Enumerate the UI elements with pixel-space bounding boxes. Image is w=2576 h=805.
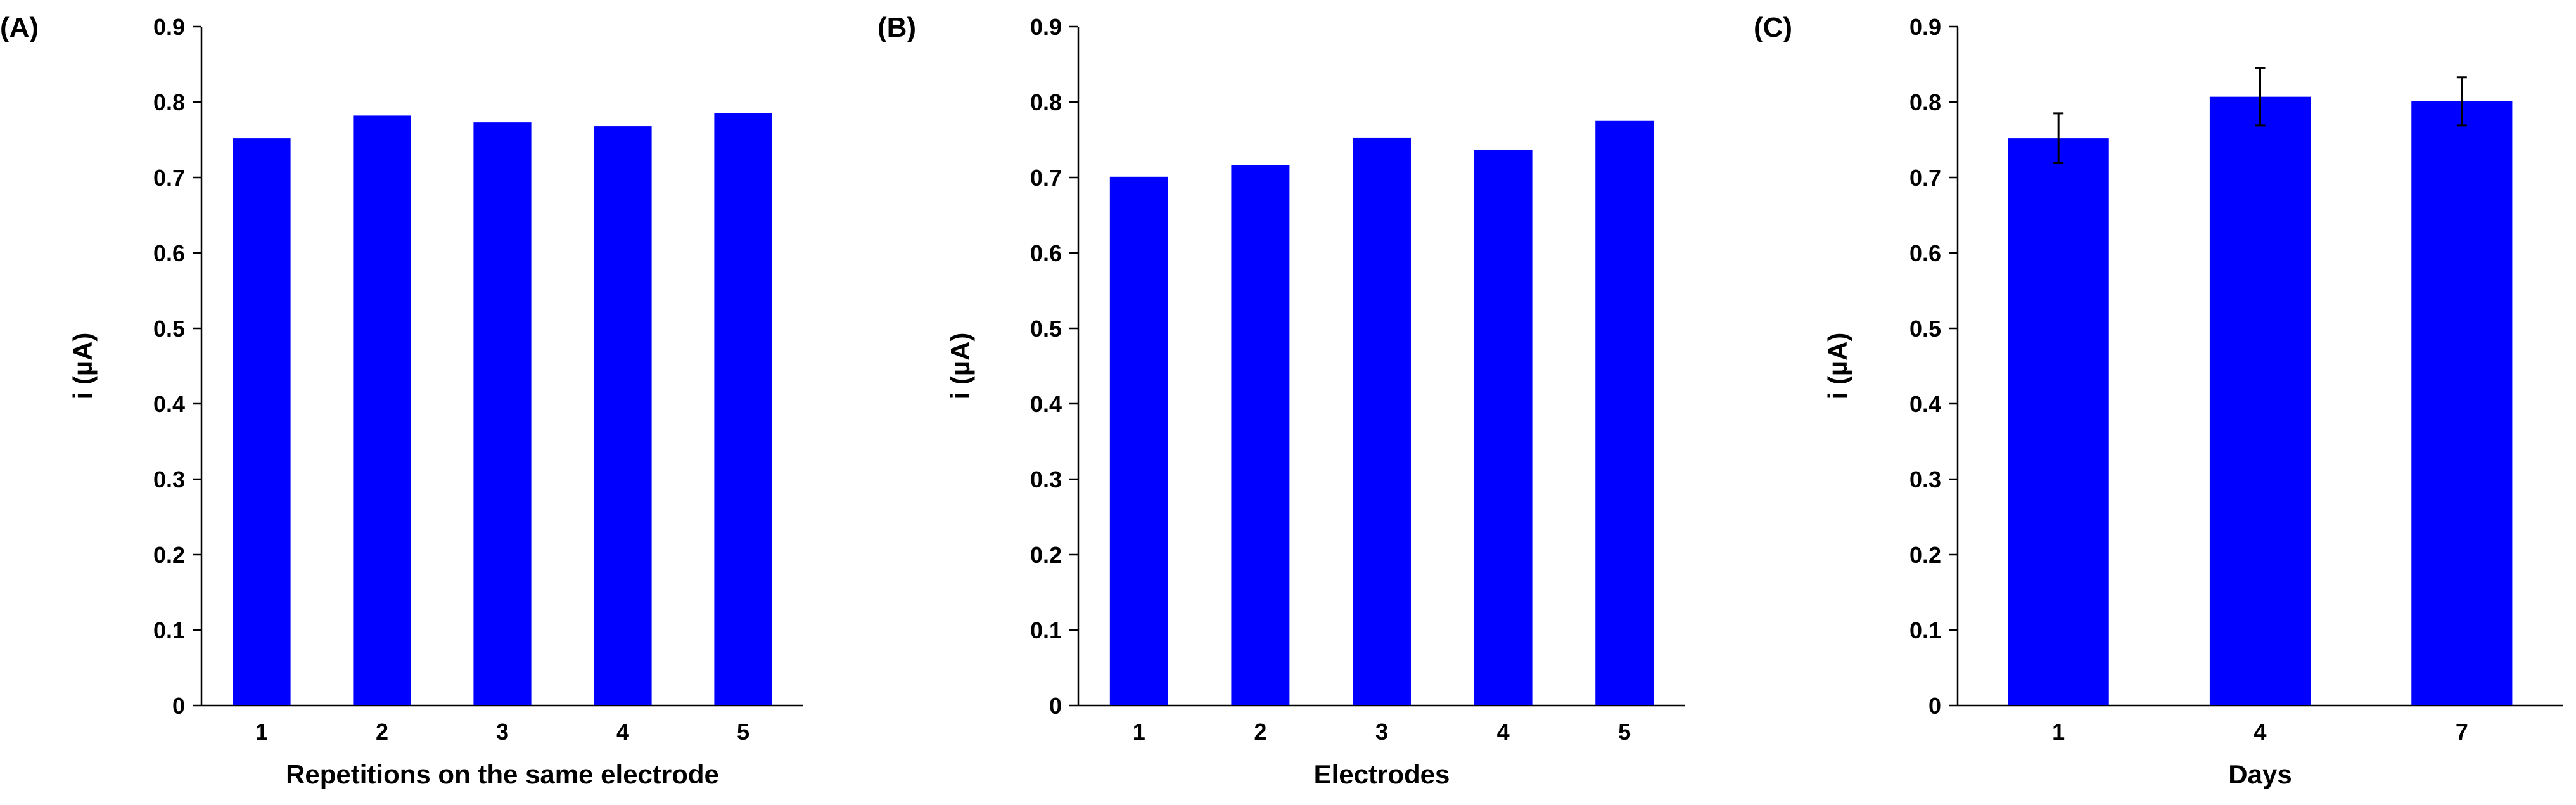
x-tick-label: 3	[496, 719, 509, 745]
y-tick-label: 0.9	[153, 14, 185, 40]
x-tick-label: 1	[1133, 719, 1145, 745]
x-tick-label: 5	[737, 719, 749, 745]
y-tick-label: 0.9	[1030, 14, 1062, 40]
y-tick-label: 0.3	[1030, 467, 1062, 493]
x-tick-label: 2	[1254, 719, 1266, 745]
bar	[233, 138, 291, 705]
y-tick-label: 0.7	[1030, 165, 1062, 191]
y-tick-label: 0.8	[1910, 89, 1941, 115]
y-tick-label: 0.8	[1030, 89, 1062, 115]
panel-a: (A) 0 0.1 0.2 0.3 0.4 0.5 0.6 0.7 0.8 0.9 i (µA) 1 2 3…	[0, 12, 803, 789]
x-tick-label: 5	[1618, 719, 1631, 745]
y-tick-label: 0.2	[153, 542, 185, 568]
panel-c: (C) 0 0.1 0.2 0.3 0.4 0.5 0.6 0.7 0.8 0.9 i (µA) 1 4 7…	[1754, 12, 2563, 789]
x-tick-label: 2	[376, 719, 388, 745]
x-axis-title: Repetitions on the same electrode	[286, 759, 719, 789]
y-tick-label: 0.5	[1910, 316, 1941, 342]
y-tick-label: 0.6	[1030, 240, 1062, 266]
x-axis-title: Days	[2228, 759, 2292, 789]
panel-b: (B) 0 0.1 0.2 0.3 0.4 0.5 0.6 0.7 0.8 0.9 i (µA) 1 2 3…	[877, 12, 1685, 789]
y-tick-label: 0.8	[153, 89, 185, 115]
x-tick-label: 4	[2254, 719, 2266, 745]
y-tick-label: 0.6	[153, 240, 185, 266]
y-axis-title: i (µA)	[68, 333, 98, 400]
bar	[1353, 137, 1411, 705]
bar	[1109, 176, 1168, 705]
panel-label: (B)	[877, 12, 916, 43]
y-tick-label: 0.2	[1910, 542, 1941, 568]
y-tick-label: 0.1	[1030, 617, 1062, 643]
y-tick-label: 0.4	[153, 391, 185, 417]
y-tick-label: 0.7	[1910, 165, 1941, 191]
bar	[353, 115, 411, 706]
y-tick-label: 0.5	[1030, 316, 1062, 342]
bar	[1231, 165, 1290, 706]
y-tick-label: 0.7	[153, 165, 185, 191]
panel-label: (C)	[1754, 12, 1792, 43]
bar	[594, 126, 652, 705]
x-axis-title: Electrodes	[1314, 759, 1450, 789]
y-tick-label: 0.3	[1910, 467, 1941, 493]
y-tick-label: 0.2	[1030, 542, 1062, 568]
x-tick-label: 3	[1375, 719, 1388, 745]
bar	[1595, 120, 1654, 705]
x-tick-label: 7	[2456, 719, 2468, 745]
y-tick-label: 0.5	[153, 316, 185, 342]
x-tick-label: 4	[1497, 719, 1510, 745]
y-tick-label: 0.1	[1910, 617, 1941, 643]
y-tick-label: 0.9	[1910, 14, 1941, 40]
x-tick-label: 4	[616, 719, 629, 745]
y-tick-label: 0.6	[1910, 240, 1941, 266]
y-tick-label: 0	[1929, 693, 1941, 719]
bar	[714, 113, 772, 706]
bar	[2008, 138, 2109, 705]
panel-label: (A)	[0, 12, 39, 43]
bar	[473, 122, 532, 705]
y-tick-label: 0.3	[153, 467, 185, 493]
bar	[2411, 101, 2513, 705]
y-tick-label: 0.1	[153, 617, 185, 643]
y-axis-title: i (µA)	[945, 333, 975, 400]
bar	[2209, 96, 2311, 706]
y-tick-label: 0	[1049, 693, 1062, 719]
y-tick-label: 0.4	[1030, 391, 1062, 417]
y-tick-label: 0	[172, 693, 185, 719]
y-axis-title: i (µA)	[1823, 333, 1852, 400]
y-tick-label: 0.4	[1910, 391, 1941, 417]
x-tick-label: 1	[2052, 719, 2065, 745]
bar	[1474, 149, 1533, 706]
x-tick-label: 1	[255, 719, 268, 745]
